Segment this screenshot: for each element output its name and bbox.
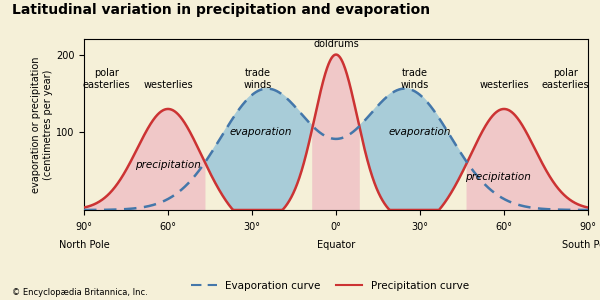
Text: polar
easterlies: polar easterlies	[83, 68, 130, 89]
Text: North Pole: North Pole	[59, 240, 109, 250]
Text: precipitation: precipitation	[135, 160, 201, 170]
Text: 0°: 0°	[331, 222, 341, 232]
Text: polar
easterlies: polar easterlies	[542, 68, 589, 89]
Text: trade
winds: trade winds	[244, 68, 272, 89]
Text: Latitudinal variation in precipitation and evaporation: Latitudinal variation in precipitation a…	[12, 3, 430, 17]
Text: precipitation: precipitation	[466, 172, 532, 182]
Y-axis label: evaporation or precipitation
(centimetres per year): evaporation or precipitation (centimetre…	[31, 56, 53, 193]
Text: 60°: 60°	[496, 222, 512, 232]
Text: 90°: 90°	[580, 222, 596, 232]
Text: South Pole: South Pole	[562, 240, 600, 250]
Legend: Evaporation curve, Precipitation curve: Evaporation curve, Precipitation curve	[187, 277, 473, 295]
Text: trade
winds: trade winds	[400, 68, 428, 89]
Text: 30°: 30°	[412, 222, 428, 232]
Text: © Encyclopædia Britannica, Inc.: © Encyclopædia Britannica, Inc.	[12, 288, 148, 297]
Text: doldrums: doldrums	[313, 39, 359, 49]
Text: evaporation: evaporation	[389, 127, 451, 137]
Text: 30°: 30°	[244, 222, 260, 232]
Text: evaporation: evaporation	[229, 127, 292, 137]
Text: 90°: 90°	[76, 222, 92, 232]
Text: westerlies: westerlies	[479, 80, 529, 89]
Text: Equator: Equator	[317, 240, 355, 250]
Text: westerlies: westerlies	[143, 80, 193, 89]
Text: 60°: 60°	[160, 222, 176, 232]
